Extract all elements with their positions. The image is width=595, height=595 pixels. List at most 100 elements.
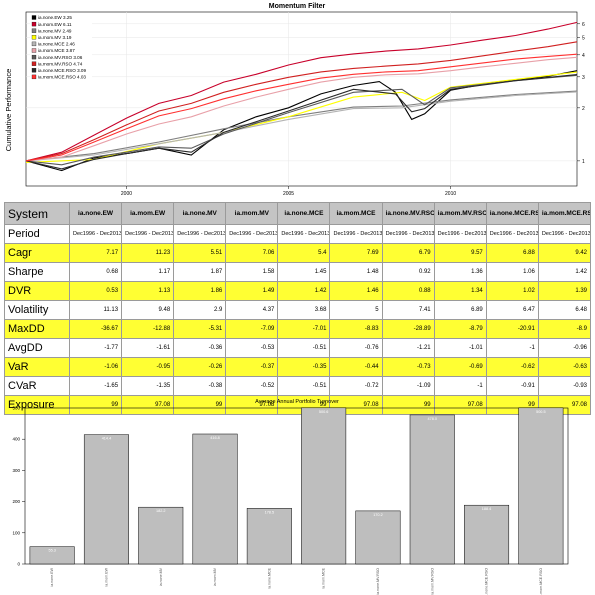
series-line-2 xyxy=(25,21,578,162)
table-cell: -0.62 xyxy=(485,357,539,377)
bar-y-tick-label: 200 xyxy=(12,499,20,504)
bar-category-label: ia.none.MV.RSO xyxy=(376,568,380,595)
legend-swatch xyxy=(31,54,37,60)
table-cell: -0.37 xyxy=(225,357,279,377)
table-cell: -0.69 xyxy=(433,357,487,377)
bar-category-label: ia.mom.MCE.RSO xyxy=(539,568,543,595)
table-cell: -0.38 xyxy=(173,376,227,396)
series-line-10 xyxy=(25,53,578,162)
table-cell: 1.13 xyxy=(121,281,175,301)
table-cell: -0.91 xyxy=(485,376,539,396)
bar-ia.none.MV xyxy=(138,506,184,565)
table-cell: -1.61 xyxy=(121,338,175,358)
table-cell: 6.47 xyxy=(485,300,539,320)
table-cell: -0.36 xyxy=(173,338,227,358)
table-column-header: ia.none.MV xyxy=(173,202,227,225)
row-label: Cagr xyxy=(4,243,70,263)
table-cell: Dec1996 - Dec2013 xyxy=(537,224,592,244)
table-cell: -8.79 xyxy=(433,319,487,339)
table-cell: -0.52 xyxy=(225,376,279,396)
y-tick-label: 1 xyxy=(582,159,585,165)
legend-entry: ia.mom.MCE 3.87 xyxy=(38,48,75,53)
table-column-header: ia.mom.EW xyxy=(121,202,175,225)
x-tick-label: 2010 xyxy=(445,191,456,197)
stats-table-wrapper: System ia.none.EW ia.mom.EW ia.none.MV ia.mo… xyxy=(4,202,592,415)
table-cell: 0.68 xyxy=(68,262,123,282)
cumulative-performance-chart: Momentum Filter Cumulative Performance 1… xyxy=(4,3,585,197)
table-cell: 1.49 xyxy=(225,281,279,301)
table-cell: 1.06 xyxy=(485,262,539,282)
turnover-bar-chart: Average Annual Portfolio Turnover 0 100 20… xyxy=(12,399,569,595)
legend-entry: ia.none.EW 3.25 xyxy=(38,15,72,20)
x-tick-label: 2005 xyxy=(283,191,294,197)
bar-value-label: 182.2 xyxy=(156,509,166,513)
row-label: Exposure xyxy=(4,395,70,415)
table-cell: 99 xyxy=(381,395,435,415)
table-cell: -8.83 xyxy=(329,319,383,339)
table-cell: Dec1996 - Dec2013 xyxy=(381,224,435,244)
table-cell: 1.45 xyxy=(277,262,331,282)
bar-ia.mom.MCE.RSO xyxy=(518,407,564,565)
table-cell: -5.31 xyxy=(173,319,227,339)
chart-title: Momentum Filter xyxy=(269,3,326,10)
bar-ia.mom.MV xyxy=(192,433,238,565)
table-column-header: ia.none.MV.RSO xyxy=(381,202,435,225)
table-cell: -0.95 xyxy=(121,357,175,377)
bar-category-label: ia.none.MCE xyxy=(267,567,271,588)
row-label: Sharpe xyxy=(4,262,70,282)
bar-value-label: 500.6 xyxy=(319,410,329,414)
table-cell: 1.42 xyxy=(537,262,592,282)
bar-chart-title: Average Annual Portfolio Turnover xyxy=(255,399,339,405)
table-cell: 97.08 xyxy=(121,395,175,415)
bar-category-label: ia.mom.EW xyxy=(104,567,108,586)
table-column-header: ia.none.MCE.RSO xyxy=(485,202,539,225)
legend-swatch xyxy=(31,15,37,20)
bar-value-label: 188.4 xyxy=(482,507,492,511)
bar-ia.mom.MCE xyxy=(301,407,347,565)
table-cell: 7.06 xyxy=(225,243,279,263)
table-header-row: System ia.none.EW ia.mom.EW ia.none.MV ia.mo… xyxy=(4,202,592,225)
bar-y-tick-label: 100 xyxy=(12,530,20,535)
legend-swatch xyxy=(31,21,37,27)
table-column-header: ia.mom.MV xyxy=(225,202,279,225)
table-cell: 1.87 xyxy=(173,262,227,282)
table-cell: 1.36 xyxy=(433,262,487,282)
y-tick-label: 5 xyxy=(582,36,585,42)
table-cell: 0.88 xyxy=(381,281,435,301)
row-label: CVaR xyxy=(4,376,70,396)
series-line-6 xyxy=(25,56,578,162)
table-cell: 3.68 xyxy=(277,300,331,320)
legend-entry: ia.mom.MV.RSO 4.74 xyxy=(38,61,83,66)
table-cell: 1.48 xyxy=(329,262,383,282)
table-cell: 5.4 xyxy=(277,243,331,263)
bar-value-label: 414.4 xyxy=(102,437,112,441)
table-cell: -8.9 xyxy=(537,319,592,339)
table-column-header: ia.mom.MV.RSO xyxy=(433,202,487,225)
table-row: AvgDD -1.77 -1.61 -0.36 -0.53 -0.51 -0.76 -1.21… xyxy=(4,338,592,358)
legend-entry: ia.none.MCE 2.46 xyxy=(38,42,75,47)
plot-frame xyxy=(25,11,578,187)
legend-swatch xyxy=(31,74,37,80)
table-cell: 0.92 xyxy=(381,262,435,282)
legend-swatch xyxy=(31,48,37,53)
table-cell: -1.21 xyxy=(381,338,435,358)
legend-swatch xyxy=(31,35,37,40)
legend: ia.none.EW 3.25 ia.mom.EW 6.11ia.none.MV … xyxy=(30,14,92,83)
table-cell: 6.89 xyxy=(433,300,487,320)
table-cell: 1.42 xyxy=(277,281,331,301)
table-cell: -36.67 xyxy=(68,319,123,339)
table-cell: 7.41 xyxy=(381,300,435,320)
table-cell: -0.26 xyxy=(173,357,227,377)
bar-y-tick-label: 500 xyxy=(12,406,20,411)
bar-value-label: 478.0 xyxy=(427,417,437,421)
table-cell: 7.69 xyxy=(329,243,383,263)
legend-swatch xyxy=(31,68,37,73)
bar-y-ticks: 0 100 200 300 400 500 xyxy=(12,406,25,567)
bar-category-label: ia.none.MV xyxy=(159,567,163,586)
table-cell: -0.53 xyxy=(225,338,279,358)
table-cell: -0.51 xyxy=(277,338,331,358)
table-column-header: ia.mom.MCE.RSO xyxy=(537,202,592,225)
table-cell: Dec1996 - Dec2013 xyxy=(68,224,123,244)
table-cell: -1.09 xyxy=(381,376,435,396)
row-label: Period xyxy=(4,224,70,244)
